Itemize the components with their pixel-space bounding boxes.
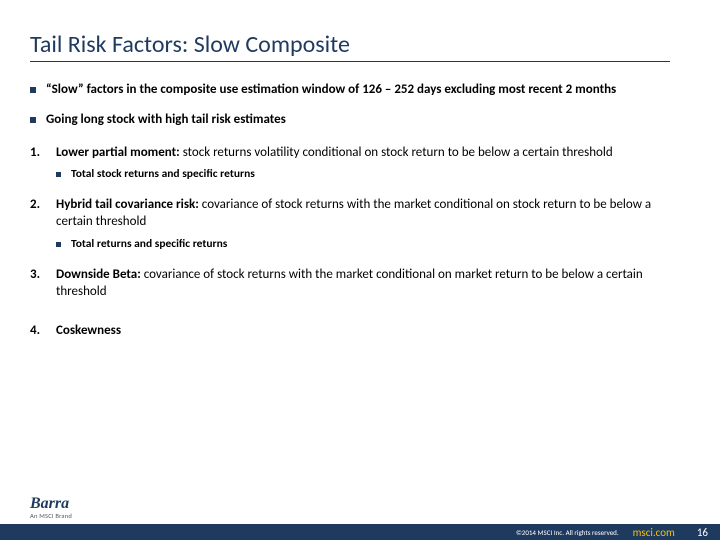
bullet-icon: [30, 87, 36, 93]
item-text: Coskewness: [56, 323, 121, 340]
subitem-text: Total stock returns and specific returns: [71, 167, 255, 181]
footer: Barra An MSCI Brand ©2014 MSCI Inc. All …: [0, 496, 720, 540]
item-lead: Hybrid tail covariance risk:: [56, 197, 199, 212]
bullet-slow-factors: “Slow” factors in the composite use esti…: [30, 82, 690, 98]
item-text: Lower partial moment: stock returns vola…: [56, 145, 613, 162]
item-number: 1.: [30, 145, 56, 162]
brand-row: Barra: [30, 496, 720, 512]
item-text: Downside Beta: covariance of stock retur…: [56, 267, 690, 301]
content-area: “Slow” factors in the composite use esti…: [30, 82, 690, 340]
item-downside-beta: 3. Downside Beta: covariance of stock re…: [30, 267, 690, 301]
subitem-text: Total returns and specific returns: [71, 237, 227, 251]
item-lead: Lower partial moment:: [56, 145, 180, 160]
bullet-going-long: Going long stock with high tail risk est…: [30, 112, 690, 128]
page-number: 16: [697, 526, 708, 539]
item-lead: Downside Beta:: [56, 267, 141, 282]
item-coskewness: 4. Coskewness: [30, 323, 690, 340]
brand-logo: Barra: [30, 496, 69, 512]
copyright-text: ©2014 MSCI Inc. All rights reserved.: [516, 528, 619, 537]
item-hybrid-tail-covariance: 2. Hybrid tail covariance risk: covarian…: [30, 197, 690, 231]
bullet-icon: [56, 172, 61, 177]
item-number: 2.: [30, 197, 56, 231]
item-rest: covariance of stock returns with the mar…: [56, 267, 643, 299]
bullet-text: “Slow” factors in the composite use esti…: [46, 82, 616, 98]
slide: Tail Risk Factors: Slow Composite “Slow”…: [0, 0, 720, 540]
subitem-total-returns: Total returns and specific returns: [56, 237, 690, 251]
item-number: 4.: [30, 323, 56, 340]
brand-subtitle: An MSCI Brand: [30, 512, 720, 520]
item-number: 3.: [30, 267, 56, 301]
bullet-icon: [56, 242, 61, 247]
slide-title: Tail Risk Factors: Slow Composite: [30, 30, 670, 62]
footer-bar: ©2014 MSCI Inc. All rights reserved. msc…: [0, 524, 720, 540]
item-lower-partial-moment: 1. Lower partial moment: stock returns v…: [30, 145, 690, 162]
bullet-icon: [30, 117, 36, 123]
item-text: Hybrid tail covariance risk: covariance …: [56, 197, 690, 231]
subitem-total-stock-returns: Total stock returns and specific returns: [56, 167, 690, 181]
site-link[interactable]: msci.com: [633, 526, 675, 539]
bullet-text: Going long stock with high tail risk est…: [46, 112, 286, 128]
item-lead: Coskewness: [56, 323, 121, 338]
item-rest: stock returns volatility conditional on …: [180, 145, 613, 160]
